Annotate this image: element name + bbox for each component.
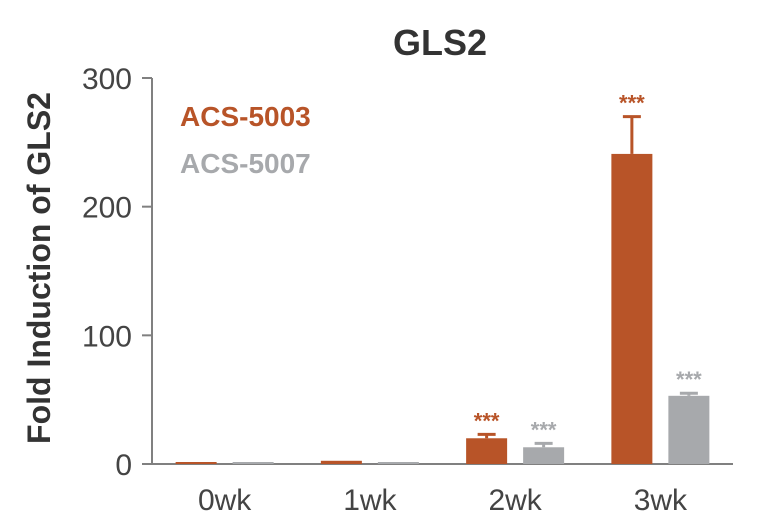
chart-title: GLS2 (393, 22, 487, 63)
y-axis-label: Fold Induction of GLS2 (21, 92, 57, 444)
significance-label: *** (531, 417, 557, 442)
x-tick-label: 3wk (634, 484, 688, 517)
x-ticks: 0wk 1wk 2wk 3wk (198, 484, 688, 517)
y-tick-label: 300 (82, 63, 132, 96)
y-tick-label: 100 (82, 320, 132, 353)
y-tick-label: 0 (115, 449, 132, 482)
bar-series-2 (523, 447, 565, 464)
legend-item-series-1: ACS-5003 (180, 101, 311, 132)
y-tick-label: 200 (82, 192, 132, 225)
bar-series-1 (466, 438, 508, 464)
bars: *** *** *** *** (175, 91, 710, 464)
bar-series-2 (668, 395, 710, 464)
x-tick-label: 1wk (343, 484, 397, 517)
bar-series-2 (232, 462, 274, 464)
y-ticks: 0 100 200 300 (82, 63, 152, 482)
significance-label: *** (676, 367, 702, 392)
bar-series-2 (377, 462, 419, 464)
x-tick-label: 2wk (488, 484, 542, 517)
bar-series-1 (175, 462, 217, 464)
significance-label: *** (474, 408, 500, 433)
significance-label: *** (619, 91, 645, 116)
legend-item-series-2: ACS-5007 (180, 148, 311, 179)
x-tick-label: 0wk (198, 484, 252, 517)
legend: ACS-5003 ACS-5007 (180, 101, 311, 179)
bar-series-1 (320, 460, 362, 464)
bar-series-1 (611, 153, 653, 464)
